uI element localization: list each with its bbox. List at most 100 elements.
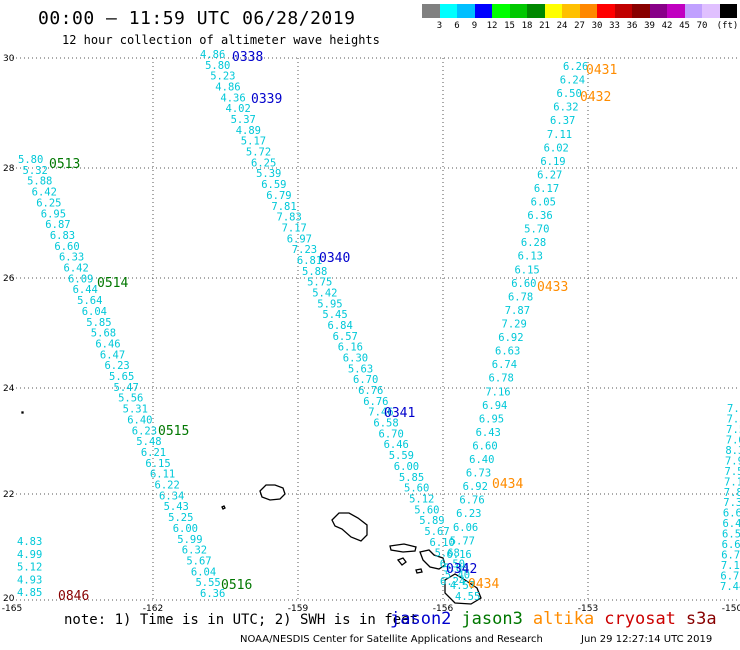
wave-value: 5.67 <box>424 526 449 538</box>
legend-label: 36 <box>626 21 638 31</box>
wave-value: 5.37 <box>231 114 256 126</box>
legend-label: 9 <box>471 21 478 31</box>
legend-label: 21 <box>539 21 550 31</box>
island-hawaii <box>444 573 482 605</box>
wave-value: 6.32 <box>182 545 207 557</box>
pass-label: 0338 <box>232 50 263 65</box>
wave-value: 6.27 <box>537 169 562 181</box>
legend-swatch <box>632 4 650 18</box>
pass-label: 0434 <box>468 577 499 592</box>
wave-value: 6.73 <box>720 571 740 583</box>
wave-value: 5.55 <box>195 577 220 589</box>
wave-height-values: 4.865.805.234.864.364.025.374.895.175.72… <box>17 49 740 603</box>
wave-value: 4.99 <box>17 549 42 561</box>
wave-value: 6.26 <box>563 61 588 73</box>
wave-value: 5.68 <box>435 548 460 560</box>
lon-label: -150 <box>722 604 740 614</box>
wave-value: 5.88 <box>27 176 52 188</box>
wave-value: 7.16 <box>485 386 510 398</box>
wave-value: 6.78 <box>489 373 514 385</box>
lat-label: 30 <box>3 54 15 64</box>
wave-value: 8.37 <box>725 445 740 457</box>
wave-value: 5.64 <box>77 295 102 307</box>
wave-value: 4.86 <box>215 82 240 94</box>
satellite-name: cryosat <box>604 609 676 629</box>
wave-value: 5.80 <box>443 562 468 574</box>
wave-value: 5.31 <box>123 404 148 416</box>
wave-value: 6.76 <box>459 495 484 507</box>
wave-value: 6.05 <box>531 197 556 209</box>
wave-value: 6.61 <box>723 508 740 520</box>
wave-value: 5.12 <box>17 562 42 574</box>
wave-value: 6.87 <box>45 219 70 231</box>
wave-value: 6.33 <box>59 252 84 264</box>
wave-value: 6.76 <box>358 385 383 397</box>
wave-value: 4.89 <box>236 125 261 137</box>
legend-swatch <box>439 4 457 18</box>
island-lanai <box>396 557 407 566</box>
wave-value: 6.06 <box>453 522 478 534</box>
wave-value: 6.74 <box>492 359 517 371</box>
wave-value: 5.47 <box>114 382 139 394</box>
island-oahu <box>331 512 368 542</box>
wave-value: 7.81 <box>271 201 296 213</box>
pass-label: 0846 <box>58 589 89 604</box>
legend-swatch <box>579 4 597 18</box>
wave-value: 6.46 <box>384 439 409 451</box>
wave-value: 5.65 <box>109 371 134 383</box>
wave-value: 6.81 <box>297 255 322 267</box>
wave-value: 5.99 <box>177 534 202 546</box>
wave-value: 7.66 <box>726 434 740 446</box>
wave-value: 6.00 <box>173 523 198 535</box>
island-niihau <box>221 505 226 510</box>
wave-value: 6.42 <box>32 187 57 199</box>
wave-value: 6.97 <box>287 233 312 245</box>
legend-label: 15 <box>504 21 515 31</box>
wave-value: 5.32 <box>23 165 48 177</box>
wave-value: 6.17 <box>534 183 559 195</box>
pass-label: 0516 <box>221 578 252 593</box>
wave-value: 7.23 <box>292 244 317 256</box>
legend-label: 6 <box>454 21 460 31</box>
wave-value: 5.43 <box>164 501 189 513</box>
wave-value: 6.50 <box>557 88 582 100</box>
legend-label: 12 <box>486 21 498 31</box>
wave-value: 5.80 <box>205 60 230 72</box>
legend-swatch <box>562 4 580 18</box>
wave-value: 7.87 <box>505 305 530 317</box>
legend-swatch <box>457 4 475 18</box>
wave-value: 6.15 <box>145 458 170 470</box>
wave-value: 6.40 <box>127 414 152 426</box>
wave-value: 5.23 <box>210 71 235 83</box>
wave-value: 6.04 <box>82 306 107 318</box>
wave-value: 6.24 <box>560 75 585 87</box>
axis-labels: -165 -162 -159 -156 -153 -150 30 28 26 24 22 20 <box>2 54 740 614</box>
wave-value: 7.83 <box>277 212 302 224</box>
wave-value: 6.40 <box>469 454 494 466</box>
wave-value: 6.46 <box>95 338 120 350</box>
wave-value: 6.09 <box>68 273 93 285</box>
wave-value: 5.85 <box>86 317 111 329</box>
wave-value: 6.00 <box>394 461 419 473</box>
island-maui <box>419 549 446 570</box>
wave-value: 5.67 <box>186 555 211 567</box>
wave-value: 5.12 <box>409 493 434 505</box>
legend-swatch <box>667 4 685 18</box>
wave-value: 5.60 <box>404 483 429 495</box>
lat-label: 24 <box>3 384 15 394</box>
color-scale-legend <box>422 4 737 18</box>
wave-value: 6.60 <box>54 241 79 253</box>
satellite-name: jason3 <box>461 609 523 629</box>
pass-label: 0433 <box>537 280 568 295</box>
wave-value: 6.79 <box>721 550 740 562</box>
wave-value: 5.75 <box>307 277 332 289</box>
wave-value: 6.50 <box>440 558 465 570</box>
lat-label: 26 <box>3 274 15 284</box>
wave-value: 4.55 <box>455 591 480 603</box>
lat-label: 22 <box>3 490 14 500</box>
wave-value: 5.77 <box>450 535 475 547</box>
legend-label: 27 <box>574 21 585 31</box>
legend-swatch <box>597 4 615 18</box>
wave-value: 5.70 <box>524 224 549 236</box>
wave-value: 6.19 <box>540 156 565 168</box>
